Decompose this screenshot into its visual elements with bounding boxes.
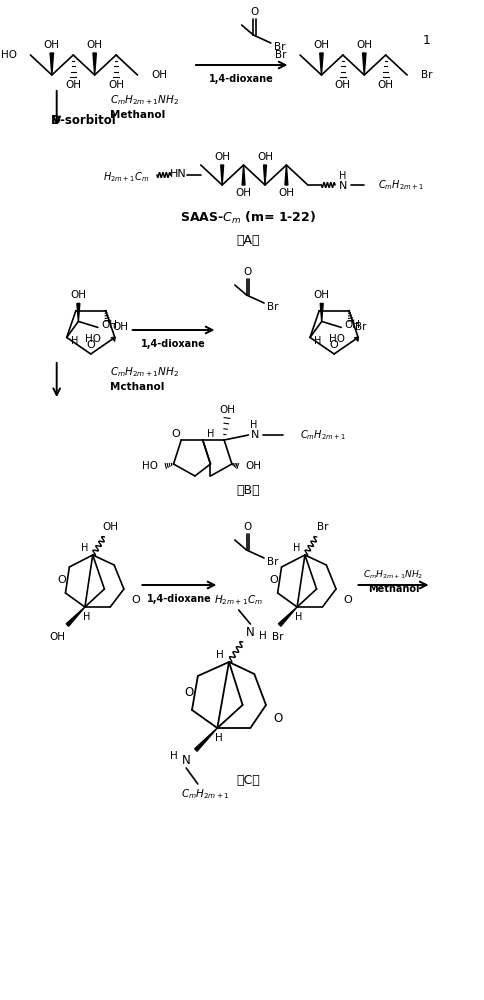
Text: OH: OH [44,40,60,50]
Text: N: N [182,754,191,766]
Text: OH: OH [314,40,330,50]
Text: 1: 1 [423,33,430,46]
Text: H: H [169,751,177,761]
Text: Br: Br [355,322,366,332]
Text: OH: OH [70,290,86,300]
Text: $H_{2m+1}C_m$: $H_{2m+1}C_m$ [214,593,263,607]
Text: H: H [339,171,347,181]
Text: OH: OH [345,320,361,330]
Text: H: H [250,420,257,430]
Text: H: H [216,650,224,660]
Text: OH: OH [50,632,66,642]
Polygon shape [263,165,267,185]
Text: OH: OH [335,80,351,90]
Text: OH: OH [102,522,118,532]
Text: （A）: （A） [237,233,260,246]
Polygon shape [363,53,366,75]
Text: Methanol: Methanol [110,110,166,120]
Text: OH: OH [65,80,81,90]
Polygon shape [320,303,323,321]
Text: O: O [330,340,338,350]
Text: OH: OH [87,40,103,50]
Polygon shape [242,165,245,185]
Text: O: O [131,595,140,605]
Polygon shape [221,165,224,185]
Text: O: O [86,340,95,350]
Text: H: H [295,612,303,622]
Text: O: O [243,522,252,532]
Text: Br: Br [272,632,284,642]
Text: N: N [339,181,347,191]
Text: Br: Br [267,302,278,312]
Text: N: N [251,430,259,440]
Text: H: H [207,429,214,439]
Text: Br: Br [275,50,287,60]
Text: H: H [314,336,321,346]
Text: O: O [57,575,66,585]
Text: OH: OH [314,290,330,300]
Text: 1,4-dioxane: 1,4-dioxane [141,339,206,349]
Text: H: H [293,543,301,553]
Text: OH: OH [236,188,252,198]
Polygon shape [195,728,217,751]
Text: H: H [83,612,91,622]
Text: O: O [250,7,258,17]
Text: HO: HO [329,334,345,344]
Text: D-sorbitol: D-sorbitol [51,113,117,126]
Text: 1,4-dioxane: 1,4-dioxane [209,74,274,84]
Text: OH: OH [102,320,118,330]
Text: H: H [259,631,267,641]
Text: SAAS-$C_m$ (m= 1-22): SAAS-$C_m$ (m= 1-22) [181,210,317,226]
Text: $C_mH_{2m+1}NH_2$: $C_mH_{2m+1}NH_2$ [110,93,180,107]
Text: OH: OH [356,40,372,50]
Text: OH: OH [219,405,235,415]
Text: OH: OH [214,152,230,162]
Text: HN: HN [170,169,187,179]
Text: $C_mH_{2m+1}NH_2$: $C_mH_{2m+1}NH_2$ [110,365,180,379]
Text: O: O [273,712,282,725]
Text: O: O [270,575,278,585]
Text: $C_mH_{2m+1}$: $C_mH_{2m+1}$ [300,428,346,442]
Text: 1,4-dioxane: 1,4-dioxane [147,594,212,604]
Text: O: O [171,429,180,439]
Text: Br: Br [274,42,286,52]
Text: $C_mH_{2m+1}$: $C_mH_{2m+1}$ [378,178,424,192]
Polygon shape [320,53,323,75]
Text: HO: HO [85,334,101,344]
Polygon shape [50,53,54,75]
Text: Br: Br [421,70,432,80]
Text: Mcthanol: Mcthanol [110,382,165,392]
Text: HO: HO [142,461,158,471]
Text: O: O [184,686,194,700]
Polygon shape [278,607,297,626]
Text: OH: OH [378,80,393,90]
Text: N: N [246,626,255,639]
Text: （C）: （C） [237,774,260,786]
Polygon shape [66,607,85,626]
Text: OH: OH [257,152,273,162]
Text: OH: OH [245,461,261,471]
Text: OH: OH [278,188,294,198]
Text: OH: OH [151,70,167,80]
Text: $C_mH_{2m+1}$: $C_mH_{2m+1}$ [181,787,230,801]
Text: OH: OH [108,80,124,90]
Text: Br: Br [317,522,328,532]
Polygon shape [285,165,288,185]
Text: （B）: （B） [237,484,260,496]
Text: $C_mH_{2m+1}NH_2$: $C_mH_{2m+1}NH_2$ [363,569,424,581]
Text: O: O [243,267,252,277]
Text: OH: OH [112,322,128,332]
Text: H: H [71,336,78,346]
Polygon shape [77,303,80,321]
Text: HO: HO [1,50,17,60]
Text: Methanol: Methanol [368,584,419,594]
Polygon shape [93,53,96,75]
Text: H: H [81,543,89,553]
Text: Br: Br [267,557,278,567]
Text: O: O [343,595,352,605]
Text: H: H [215,733,223,743]
Text: $H_{2m+1}C_m$: $H_{2m+1}C_m$ [103,170,149,184]
